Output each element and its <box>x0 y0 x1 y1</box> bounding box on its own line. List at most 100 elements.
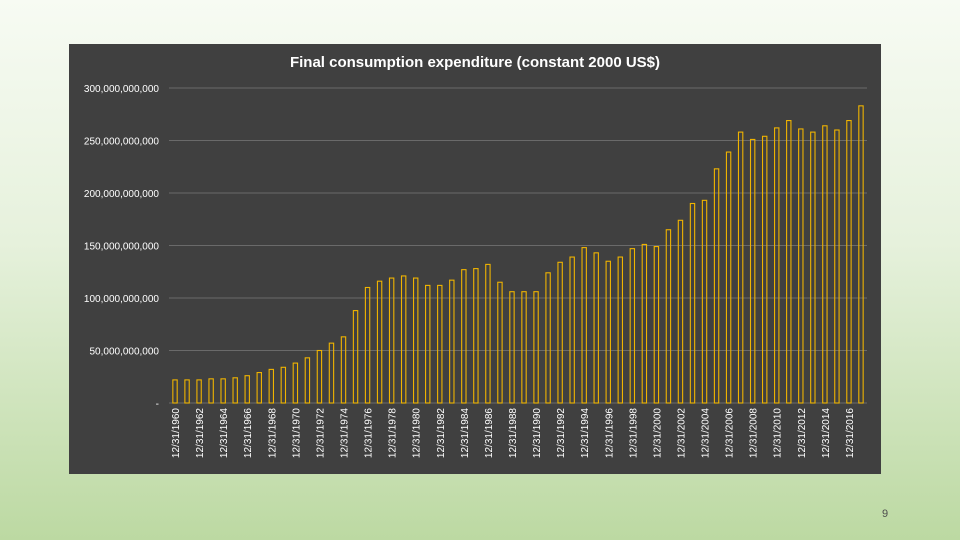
x-tick-label: 12/31/1974 <box>340 408 351 458</box>
bar-12/31/1989 <box>521 291 527 404</box>
x-tick-label: 12/31/1984 <box>460 408 471 458</box>
bar-12/31/1985 <box>473 268 479 404</box>
bar-12/31/1983 <box>449 279 455 404</box>
bar-12/31/1999 <box>641 243 648 404</box>
x-axis-ticks: 12/31/1960 12/31/1962 12/31/1964 12/31/1966… <box>171 408 856 458</box>
bar-12/31/1977 <box>376 280 383 404</box>
bar-12/31/1987 <box>497 281 503 404</box>
bar-12/31/1993 <box>569 256 575 404</box>
y-tick-label: 50,000,000,000 <box>89 347 159 358</box>
y-tick-label: 100,000,000,000 <box>84 294 160 305</box>
x-tick-label: 12/31/1968 <box>267 408 278 458</box>
bar-12/31/1982 <box>437 284 443 404</box>
bar-12/31/2001 <box>665 229 672 404</box>
bar-12/31/2004 <box>701 199 708 404</box>
x-tick-label: 12/31/2010 <box>773 408 784 458</box>
x-tick-label: 12/31/1978 <box>388 408 399 458</box>
bar-12/31/1986 <box>485 263 491 404</box>
x-tick-label: 12/31/1988 <box>508 408 519 458</box>
x-tick-label: 12/31/1998 <box>628 408 639 458</box>
x-tick-label: 12/31/1994 <box>580 408 591 458</box>
x-tick-label: 12/31/1962 <box>195 408 206 458</box>
x-tick-label: 12/31/1982 <box>436 408 447 458</box>
page-number: 9 <box>881 508 889 520</box>
x-tick-label: 12/31/2004 <box>701 408 712 458</box>
bar-12/31/1992 <box>557 261 563 404</box>
bar-12/31/1981 <box>425 284 431 404</box>
bar-12/31/2017 <box>858 105 864 404</box>
bar-12/31/2015 <box>834 129 840 404</box>
bar-12/31/2009 <box>761 135 768 404</box>
x-tick-label: 12/31/1976 <box>364 408 375 458</box>
bar-12/31/2012 <box>798 128 804 404</box>
bar-12/31/2005 <box>713 168 720 404</box>
x-tick-label: 12/31/1966 <box>243 408 254 458</box>
x-tick-label: 12/31/1996 <box>604 408 615 458</box>
x-tick-label: 12/31/1972 <box>315 408 326 458</box>
bar-12/31/1988 <box>509 291 515 404</box>
bar-12/31/1975 <box>352 310 359 404</box>
x-tick-label: 12/31/2014 <box>821 408 832 458</box>
bar-chart: - 50,000,000,000 100,000,000,000 150,000,00… <box>84 84 867 458</box>
y-axis-ticks: - 50,000,000,000 100,000,000,000 150,000,00… <box>84 84 160 410</box>
bar-12/31/1991 <box>545 272 551 404</box>
bar-12/31/1972 <box>316 349 323 404</box>
bar-12/31/1961 <box>184 379 190 404</box>
bar-12/31/1970 <box>292 362 299 404</box>
bar-12/31/2000 <box>653 246 660 404</box>
bar-12/31/1965 <box>232 377 238 404</box>
bar-12/31/1966 <box>244 375 250 404</box>
x-tick-label: 12/31/2000 <box>652 408 663 458</box>
x-tick-label: 12/31/1960 <box>171 408 182 458</box>
bar-12/31/2006 <box>725 151 732 404</box>
bar-12/31/1969 <box>280 366 287 404</box>
bar-12/31/2014 <box>822 125 828 404</box>
bar-12/31/2002 <box>677 219 684 404</box>
bar-12/31/2013 <box>810 131 816 404</box>
x-tick-label: 12/31/2012 <box>797 408 808 458</box>
y-tick-label: 150,000,000,000 <box>84 242 160 253</box>
chart-panel: - 50,000,000,000 100,000,000,000 150,000,00… <box>69 44 881 474</box>
bar-12/31/1997 <box>617 256 624 404</box>
bars <box>172 105 864 404</box>
bar-12/31/1963 <box>208 378 214 404</box>
bar-12/31/2011 <box>786 120 792 404</box>
bar-12/31/1996 <box>605 260 611 404</box>
bar-12/31/1984 <box>461 269 467 404</box>
bar-12/31/1978 <box>388 277 395 404</box>
y-tick-label: 200,000,000,000 <box>84 189 160 200</box>
bar-12/31/1995 <box>593 252 599 404</box>
bar-12/31/1960 <box>172 379 178 404</box>
x-tick-label: 12/31/2008 <box>749 408 760 458</box>
bar-12/31/1973 <box>328 342 335 404</box>
y-tick-label: - <box>156 399 159 410</box>
bar-12/31/1967 <box>256 371 262 404</box>
y-tick-label: 250,000,000,000 <box>84 137 160 148</box>
bar-12/31/1964 <box>220 378 226 404</box>
bar-12/31/2010 <box>774 127 780 404</box>
bar-12/31/1990 <box>533 291 539 404</box>
bar-12/31/1962 <box>196 379 202 404</box>
x-tick-label: 12/31/2002 <box>676 408 687 458</box>
x-tick-label: 12/31/1964 <box>219 408 230 458</box>
x-tick-label: 12/31/1986 <box>484 408 495 458</box>
bar-12/31/1980 <box>412 277 419 404</box>
x-tick-label: 12/31/2006 <box>725 408 736 458</box>
bar-12/31/1968 <box>268 368 275 404</box>
bar-12/31/2003 <box>689 202 696 404</box>
gridlines <box>169 87 867 404</box>
chart-title: Final consumption expenditure (constant … <box>289 54 661 71</box>
bar-12/31/2016 <box>846 120 852 404</box>
bar-12/31/1998 <box>629 248 636 404</box>
bar-12/31/1979 <box>400 275 407 404</box>
bar-12/31/1971 <box>304 357 311 404</box>
x-tick-label: 12/31/1970 <box>291 408 302 458</box>
x-tick-label: 12/31/1980 <box>412 408 423 458</box>
bar-12/31/1974 <box>340 336 347 404</box>
x-tick-label: 12/31/1992 <box>556 408 567 458</box>
x-tick-label: 12/31/2016 <box>845 408 856 458</box>
bar-12/31/1994 <box>581 247 587 404</box>
x-tick-label: 12/31/1990 <box>532 408 543 458</box>
bar-12/31/2007 <box>737 131 744 404</box>
